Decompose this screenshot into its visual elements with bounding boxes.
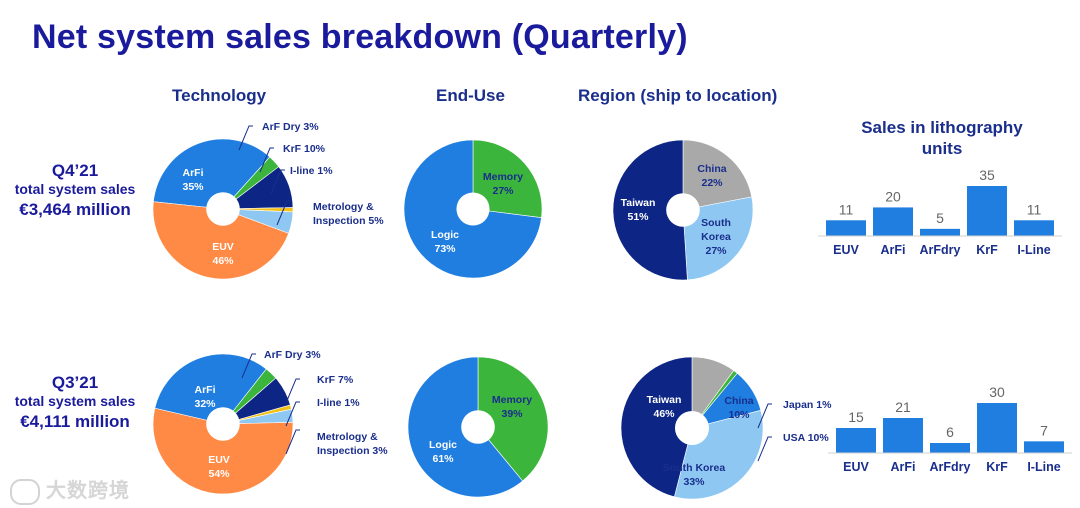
bar-arfi-7 (883, 418, 923, 453)
pie-slice-euv-0 (152, 201, 289, 280)
bar-arfi-3 (873, 207, 913, 236)
slice-label-japan-6: Japan 1% (783, 399, 832, 411)
leader-line-arf-dry-0 (238, 125, 253, 151)
slice-label-logic-1: Logic 73% (431, 229, 459, 255)
pie-hole-6 (674, 410, 710, 446)
bar-krf-7 (977, 403, 1017, 453)
pie-slice-arfi-4 (154, 353, 267, 425)
leader-line-krf-4 (285, 378, 300, 404)
slice-label-metrology-inspection-0: Metrology & Inspection 5% (313, 201, 384, 227)
slice-label-memory-1: Memory 27% (483, 171, 523, 197)
leader-line-japan-6 (757, 403, 772, 429)
bar-category-i-line-3: I-Line (1017, 243, 1050, 257)
bar-category-arfi-7: ArFi (891, 460, 916, 474)
slice-label-euv-0: EUV 46% (212, 241, 234, 267)
pie-hole-2 (666, 193, 700, 227)
bar-euv-3 (826, 220, 866, 236)
bar-i-line-3 (1014, 220, 1054, 236)
slice-label-euv-4: EUV 54% (208, 454, 230, 480)
total-sales-caption: total system sales (14, 393, 136, 410)
bar-value-arfdry-7: 6 (946, 424, 954, 440)
pie-hole-5 (461, 410, 495, 444)
leader-line-i-line-0 (270, 169, 285, 195)
slice-label-krf-4: KrF 7% (317, 374, 354, 386)
pie-hole-1 (456, 192, 490, 226)
bar-value-i-line-3: 11 (1027, 201, 1042, 217)
leader-line-arf-dry-4 (241, 353, 256, 379)
bar-arfdry-3 (920, 228, 960, 236)
bar-value-euv-3: 11 (839, 201, 854, 217)
slice-label-krf-0: KrF 10% (283, 143, 326, 155)
slice-label-china-2: China 22% (697, 163, 726, 189)
watermark: 大数跨境 (10, 474, 130, 505)
bar-category-arfdry-7: ArFdry (930, 460, 971, 474)
slice-label-south-korea-6: South Korea 33% (663, 462, 726, 488)
slice-label-taiwan-6: Taiwan 46% (647, 394, 682, 420)
pie-slice-memory-5 (477, 356, 549, 482)
leader-line-i-line-4 (285, 401, 300, 427)
slice-label-i-line-0: I-line 1% (290, 165, 333, 177)
bar-value-arfdry-3: 5 (936, 210, 944, 226)
pie-hole-4 (206, 407, 240, 441)
total-sales-caption: total system sales (14, 181, 136, 198)
slice-label-metrology-inspection-4: Metrology & Inspection 3% (317, 431, 388, 457)
pie-slice-taiwan-2 (612, 139, 688, 281)
bar-arfdry-7 (930, 443, 970, 453)
bar-category-arfdry-3: ArFdry (920, 243, 961, 257)
bar-category-euv-3: EUV (833, 243, 859, 257)
slice-label-arf-dry-0: ArF Dry 3% (262, 121, 319, 133)
slice-label-taiwan-2: Taiwan 51% (621, 197, 656, 223)
bar-value-arfi-3: 20 (885, 188, 901, 204)
slice-label-logic-5: Logic 61% (429, 439, 457, 465)
leader-line-metrology-inspection-4 (285, 429, 300, 455)
bar-category-arfi-3: ArFi (881, 243, 906, 257)
quarter-label: Q3’21 (51, 373, 99, 392)
bar-value-krf-7: 30 (989, 384, 1005, 400)
watermark-text: 大数跨境 (46, 480, 130, 502)
pie-slice-memory-1 (472, 139, 543, 218)
header-technology: Technology (172, 86, 267, 105)
bar-euv-7 (836, 428, 876, 453)
header-lithography-units: Sales in lithography units (861, 118, 1023, 159)
bar-krf-3 (967, 186, 1007, 236)
quarter-label: Q4’21 (51, 161, 99, 180)
total-sales-value: €3,464 million (19, 199, 131, 219)
bar-category-krf-7: KrF (986, 460, 1008, 474)
row-label-q3: Q3’21 total system sales €4,111 million (8, 372, 142, 432)
slice-label-arfi-0: ArFi 35% (182, 167, 204, 193)
pie-hole-0 (206, 192, 240, 226)
watermark-logo-icon (10, 478, 40, 505)
pie-slice-arfi-0 (153, 138, 271, 210)
header-end-use: End-Use (436, 86, 505, 105)
bar-value-krf-3: 35 (979, 167, 995, 183)
slice-label-memory-5: Memory 39% (492, 394, 532, 420)
leader-line-krf-0 (259, 147, 274, 173)
header-region: Region (ship to location) (578, 86, 778, 105)
row-label-q4: Q4’21 total system sales €3,464 million (8, 160, 142, 220)
slice-label-china-6: China 10% (724, 395, 753, 421)
pie-slice-china-2 (682, 139, 753, 211)
bar-i-line-7 (1024, 441, 1064, 453)
pie-slice-south-korea-2 (682, 196, 754, 281)
bar-value-arfi-7: 21 (895, 399, 911, 415)
slice-label-i-line-4: I-line 1% (317, 397, 360, 409)
bar-category-euv-7: EUV (843, 460, 869, 474)
bar-value-i-line-7: 7 (1040, 422, 1048, 438)
slice-label-arfi-4: ArFi 32% (194, 384, 216, 410)
slice-label-south-korea-2: South Korea 27% (701, 217, 731, 257)
bar-value-euv-7: 15 (848, 409, 864, 425)
bar-category-i-line-7: I-Line (1027, 460, 1060, 474)
slice-label-usa-6: USA 10% (783, 432, 829, 444)
leader-line-usa-6 (757, 436, 772, 462)
slice-label-arf-dry-4: ArF Dry 3% (264, 349, 321, 361)
total-sales-value: €4,111 million (20, 411, 130, 431)
page-title: Net system sales breakdown (Quarterly) (32, 18, 688, 56)
leader-line-metrology-inspection-0 (276, 200, 291, 226)
pie-slice-taiwan-6 (620, 356, 693, 498)
bar-category-krf-3: KrF (976, 243, 998, 257)
